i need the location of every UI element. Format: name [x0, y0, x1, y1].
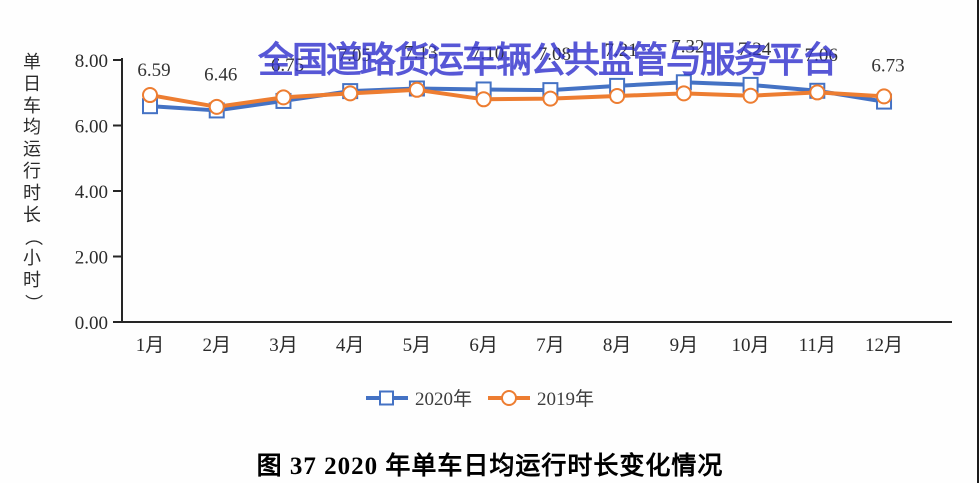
y-axis-title-char: 均	[23, 117, 41, 138]
svg-text:7.05: 7.05	[338, 45, 371, 66]
svg-text:4月: 4月	[336, 335, 365, 356]
y-axis-title-char: 时	[23, 269, 41, 290]
image-right-border	[977, 0, 979, 483]
figure-caption: 图 37 2020 年单车日均运行时长变化情况	[256, 453, 724, 480]
svg-text:2月: 2月	[202, 335, 231, 356]
svg-text:3月: 3月	[269, 335, 298, 356]
svg-text:7.13: 7.13	[404, 42, 437, 63]
svg-text:2.00: 2.00	[75, 248, 108, 269]
svg-text:6.75: 6.75	[271, 55, 304, 76]
svg-text:10月: 10月	[732, 335, 770, 356]
y-axis-title-char: 小	[23, 248, 41, 269]
y-axis-title-char: ）	[22, 293, 43, 312]
y-axis-title-char: 行	[23, 160, 41, 181]
svg-text:7.06: 7.06	[805, 45, 838, 66]
legend-label-2020: 2020年	[414, 389, 472, 410]
svg-text:0.00: 0.00	[75, 313, 108, 334]
y-axis-title-char: 时	[23, 182, 41, 203]
y-axis-title-char: 日	[23, 73, 41, 94]
line-chart: 0.00 2.00 4.00 6.00 8.00 1月 2月 3月 4月 5月 6月 7月 8月 9月 10…	[75, 36, 952, 356]
y-axis-title: 单日车均运行时长（小时）	[21, 52, 43, 314]
svg-text:1月: 1月	[136, 335, 165, 356]
svg-text:6.59: 6.59	[137, 60, 170, 81]
y-axis-title-char: 运	[23, 139, 41, 160]
svg-text:8.00: 8.00	[75, 51, 108, 72]
svg-text:7月: 7月	[536, 335, 565, 356]
svg-text:7.21: 7.21	[604, 40, 637, 61]
svg-text:7.10: 7.10	[471, 43, 504, 64]
chart-legend: 2020年 2019年	[0, 384, 960, 411]
svg-text:11月: 11月	[799, 335, 836, 356]
y-axis-title-char: （	[22, 228, 43, 247]
legend-label-2019: 2019年	[537, 389, 595, 410]
y-axis-title-char: 车	[23, 95, 41, 116]
legend-marker-2020-square-icon	[365, 390, 408, 405]
svg-text:6.46: 6.46	[204, 64, 237, 85]
legend-marker-2019-circle-icon	[488, 389, 530, 406]
y-axis-title-char: 长	[23, 204, 41, 225]
svg-text:8月: 8月	[603, 335, 632, 356]
svg-text:5月: 5月	[403, 335, 432, 356]
svg-text:6.00: 6.00	[75, 117, 108, 138]
svg-text:6月: 6月	[469, 335, 498, 356]
svg-text:7.08: 7.08	[538, 44, 571, 65]
svg-text:7.24: 7.24	[738, 39, 772, 60]
legend-item-2020: 2020年	[365, 384, 472, 411]
svg-text:7.32: 7.32	[671, 36, 704, 57]
svg-text:12月: 12月	[865, 335, 903, 356]
y-axis-title-char: 单	[23, 52, 41, 72]
svg-text:6.73: 6.73	[871, 56, 904, 77]
svg-text:9月: 9月	[670, 335, 699, 356]
svg-text:4.00: 4.00	[75, 182, 108, 203]
legend-item-2019: 2019年	[488, 384, 594, 411]
